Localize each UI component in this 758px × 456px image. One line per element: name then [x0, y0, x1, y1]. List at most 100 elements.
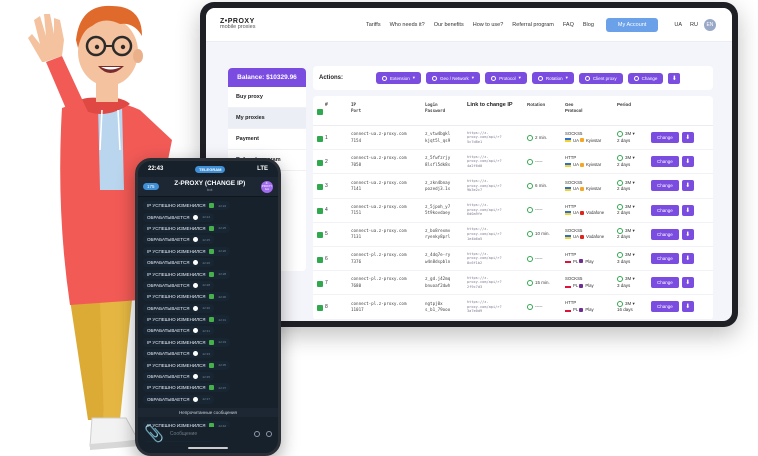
- site-logo[interactable]: Z•PROXY mobile proxies: [220, 18, 280, 31]
- row-checkbox[interactable]: [317, 232, 323, 239]
- row-login-value[interactable]: z_bo8rexmv: [425, 228, 451, 234]
- sidebar-item-buy-proxy[interactable]: Buy proxy: [228, 87, 306, 108]
- row-change-link[interactable]: https://z-proxy.com/api/r? 4a2f6d0: [467, 155, 527, 169]
- table-row[interactable]: 6 connect-pl.z-proxy.com 7376 z_4dq7e-ry w…: [313, 247, 713, 272]
- bulk-change-button[interactable]: Change: [627, 72, 664, 84]
- row-download-button[interactable]: ⬇: [681, 180, 694, 192]
- my-account-button[interactable]: My Account: [605, 17, 659, 32]
- table-row[interactable]: 7 connect-pl.z-proxy.com 7680 z_gd.j42mq b…: [313, 271, 713, 296]
- row-change-button[interactable]: Change: [651, 301, 679, 313]
- sidebar-item-my-proxies[interactable]: My proxies: [228, 108, 306, 129]
- row-change-link[interactable]: https://z-proxy.com/api/r? 3a7e0d9: [467, 300, 527, 314]
- row-change-link[interactable]: https://z-proxy.com/api/r? 6d0a9fe: [467, 203, 527, 217]
- row-change-button[interactable]: Change: [651, 156, 679, 168]
- table-row[interactable]: 5 connect-ua.z-proxy.com 7131 z_bo8rexmv r…: [313, 223, 713, 247]
- table-row[interactable]: 2 connect-ua.z-proxy.com 7058 z_5fwfzrjy 8…: [313, 150, 713, 175]
- row-host[interactable]: connect-ua.z-proxy.com: [351, 155, 407, 161]
- row-password[interactable]: s_b1_79ooo: [425, 306, 451, 312]
- row-login-value[interactable]: z_vtw4bgkl: [425, 131, 451, 137]
- row-rotation[interactable]: 15 min.: [527, 279, 565, 286]
- row-rotation[interactable]: -----: [527, 158, 565, 165]
- row-port[interactable]: 7680: [351, 282, 362, 288]
- row-password[interactable]: w4n8dspbln: [425, 258, 451, 264]
- table-row[interactable]: 4 connect-ua.z-proxy.com 7151 z_5jpoh_y7 5…: [313, 199, 713, 223]
- nav-faq[interactable]: FAQ: [562, 21, 574, 28]
- chat-back-button[interactable]: 175: [143, 183, 159, 190]
- lang-ru[interactable]: RU: [689, 21, 698, 28]
- row-host[interactable]: connect-pl.z-proxy.com: [351, 252, 407, 258]
- nav-blog[interactable]: Blog: [582, 21, 594, 28]
- row-rotation[interactable]: 6 min.: [527, 182, 565, 189]
- nav-who-needs-it[interactable]: Who needs it?: [389, 21, 425, 28]
- row-download-button[interactable]: ⬇: [681, 204, 694, 216]
- row-port[interactable]: 7141: [351, 185, 362, 191]
- row-host[interactable]: connect-ua.z-proxy.com: [351, 131, 407, 137]
- row-host[interactable]: connect-ua.z-proxy.com: [351, 203, 407, 209]
- message-input[interactable]: Сообщение: [169, 431, 198, 437]
- row-change-link[interactable]: https://z-proxy.com/api/r? 5c7d8e1: [467, 131, 527, 145]
- row-login-value[interactable]: ngtpj0x: [425, 300, 443, 306]
- row-port[interactable]: 7131: [351, 234, 362, 240]
- sticker-icon[interactable]: [254, 431, 260, 437]
- row-change-button[interactable]: Change: [651, 277, 679, 289]
- row-change-link[interactable]: https://z-proxy.com/api/r? 1e4b6a5: [467, 227, 527, 241]
- table-row[interactable]: 8 connect-pl.z-proxy.com 11017 ngtpj0x s_b…: [313, 295, 713, 320]
- sidebar-item-payment[interactable]: Payment: [228, 129, 306, 150]
- row-rotation[interactable]: 10 min.: [527, 231, 565, 238]
- bulk-download-button[interactable]: ⬇: [668, 72, 681, 84]
- row-port[interactable]: 7058: [351, 161, 362, 167]
- table-row[interactable]: 1 connect-ua.z-proxy.com 7154 z_vtw4bgkl k…: [313, 126, 713, 151]
- row-rotation[interactable]: -----: [527, 255, 565, 262]
- row-rotation[interactable]: -----: [527, 303, 565, 310]
- row-password[interactable]: kjqt5l_qs9: [425, 137, 451, 143]
- table-row[interactable]: 3 connect-ua.z-proxy.com 7141 z_zkn4bnay p…: [313, 174, 713, 199]
- row-download-button[interactable]: ⬇: [681, 301, 694, 313]
- row-login-value[interactable]: z_5fwfzrjy: [425, 155, 451, 161]
- protocol-dropdown[interactable]: Protocol ▾: [485, 72, 527, 84]
- rotation-dropdown[interactable]: Rotation ▾: [531, 72, 574, 84]
- row-change-link[interactable]: https://z-proxy.com/api/r? 8c6f1b2: [467, 252, 527, 266]
- row-change-button[interactable]: Change: [651, 204, 679, 216]
- row-host[interactable]: connect-ua.z-proxy.com: [351, 228, 407, 234]
- row-password[interactable]: pozedj3.1s: [425, 185, 451, 191]
- row-download-button[interactable]: ⬇: [681, 156, 694, 168]
- row-login-value[interactable]: z_gd.j42mq: [425, 276, 451, 282]
- nav-how-to-use[interactable]: How to use?: [472, 21, 504, 28]
- row-login-value[interactable]: z_zkn4bnay: [425, 179, 451, 185]
- row-checkbox[interactable]: [317, 135, 323, 142]
- row-download-button[interactable]: ⬇: [681, 228, 694, 240]
- row-checkbox[interactable]: [317, 159, 323, 166]
- user-avatar[interactable]: EN: [703, 18, 716, 31]
- row-password[interactable]: 5t9kovdaey: [425, 210, 451, 216]
- row-checkbox[interactable]: [317, 280, 323, 287]
- extension-dropdown[interactable]: Extension ▾: [376, 72, 422, 84]
- bot-avatar[interactable]: Z-PROXY bot: [261, 180, 273, 193]
- nav-tariffs[interactable]: Tariffs: [366, 21, 381, 28]
- row-change-button[interactable]: Change: [651, 180, 679, 192]
- row-port[interactable]: 7376: [351, 258, 362, 264]
- row-checkbox[interactable]: [317, 183, 323, 190]
- row-host[interactable]: connect-pl.z-proxy.com: [351, 300, 407, 306]
- row-checkbox[interactable]: [317, 208, 323, 215]
- row-rotation[interactable]: 2 min.: [527, 134, 565, 141]
- row-password[interactable]: ryenky8prl: [425, 234, 451, 240]
- row-change-link[interactable]: https://z-proxy.com/api/r? 9b3e2c7: [467, 179, 527, 193]
- row-login-value[interactable]: z_5jpoh_y7: [425, 203, 451, 209]
- select-all-checkbox[interactable]: [317, 109, 323, 115]
- client-proxy-button[interactable]: Client proxy: [578, 72, 623, 84]
- row-download-button[interactable]: ⬇: [681, 253, 694, 265]
- row-download-button[interactable]: ⬇: [681, 277, 694, 289]
- row-change-link[interactable]: https://z-proxy.com/api/r? 2f9c7d3: [467, 276, 527, 290]
- row-host[interactable]: connect-ua.z-proxy.com: [351, 179, 407, 185]
- nav-our-benefits[interactable]: Our benefits: [433, 21, 464, 28]
- row-password[interactable]: 8lsfl5dk8s: [425, 161, 451, 167]
- microphone-icon[interactable]: [266, 431, 272, 437]
- lang-ua[interactable]: UA: [674, 21, 682, 28]
- row-port[interactable]: 11017: [351, 306, 364, 312]
- row-checkbox[interactable]: [317, 256, 323, 263]
- row-password[interactable]: bnuoaf2dwh: [425, 282, 451, 288]
- row-host[interactable]: connect-pl.z-proxy.com: [351, 276, 407, 282]
- row-change-button[interactable]: Change: [651, 228, 679, 240]
- row-port[interactable]: 7151: [351, 210, 362, 216]
- row-download-button[interactable]: ⬇: [681, 132, 694, 144]
